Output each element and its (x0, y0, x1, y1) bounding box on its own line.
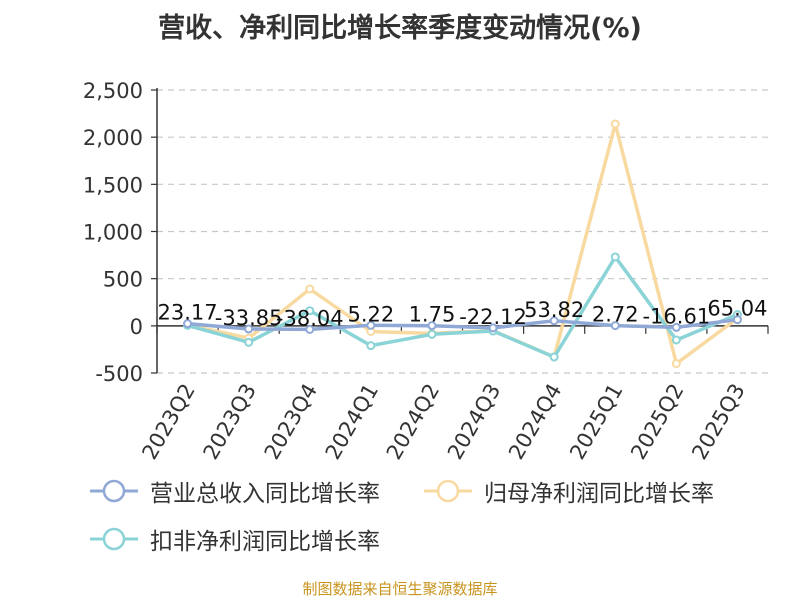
data-label: -22.12 (459, 305, 527, 329)
x-tick-label: 2023Q3 (199, 380, 261, 464)
x-tick-label: 2024Q2 (382, 380, 444, 464)
series-line (187, 317, 738, 332)
data-point (244, 324, 254, 334)
x-tick-label: 2025Q2 (626, 380, 688, 464)
data-label: -16.61 (642, 304, 710, 328)
data-label: 5.22 (347, 302, 394, 326)
data-point (671, 335, 681, 345)
data-point (427, 321, 437, 331)
data-point (671, 359, 681, 369)
x-tick-label: 2023Q2 (137, 380, 199, 464)
data-point (610, 119, 620, 129)
data-label: 1.75 (409, 303, 456, 327)
data-point (305, 306, 315, 316)
legend-label: 归母净利润同比增长率 (484, 481, 714, 507)
y-tick-label: 2,000 (83, 126, 143, 150)
series-lines (183, 119, 742, 369)
data-point (610, 252, 620, 262)
legend-item-deducted-profit[interactable]: 扣非净利润同比增长率 (88, 522, 380, 556)
y-tick-label: 1,500 (83, 173, 143, 197)
legend-label: 营业总收入同比增长率 (150, 481, 380, 507)
x-tick-label: 2023Q4 (260, 380, 322, 464)
data-point (732, 315, 742, 325)
x-tick-label: 2024Q4 (504, 380, 566, 464)
x-tick-label: 2024Q3 (443, 380, 505, 464)
data-point (366, 320, 376, 330)
data-label: -38.04 (276, 306, 344, 330)
series-line (187, 255, 739, 359)
chart-title: 营收、净利同比增长率季度变动情况(%) (158, 13, 642, 44)
data-point (549, 316, 559, 326)
data-point (305, 284, 315, 294)
data-point (488, 323, 498, 333)
y-tick-label: 1,000 (83, 221, 143, 245)
x-tick-label: 2025Q1 (565, 380, 627, 464)
legend-item-revenue[interactable]: 营业总收入同比增长率 (88, 474, 380, 508)
data-label: -33.85 (215, 306, 283, 330)
data-point (244, 337, 254, 347)
data-point (366, 341, 376, 351)
grid-lines (157, 89, 768, 374)
data-label: 23.17 (157, 301, 217, 325)
y-tick-label: -500 (95, 362, 143, 386)
legend-marker-icon (90, 479, 138, 503)
data-label: 2.72 (592, 303, 639, 327)
legend-marker-icon (424, 479, 472, 503)
x-tick-label: 2025Q3 (687, 380, 749, 464)
data-label: 65.04 (707, 297, 767, 321)
data-point (305, 324, 315, 334)
y-axis-ticks: -500 0 500 1,000 1,500 2,000 2,500 (83, 79, 157, 386)
y-tick-label: 2,500 (83, 79, 143, 103)
data-point (183, 319, 193, 329)
legend-marker-icon (90, 527, 138, 551)
x-tick-label: 2024Q1 (321, 380, 383, 464)
data-point (549, 352, 559, 362)
data-source-note: 制图数据来自恒生聚源数据库 (302, 580, 498, 598)
data-label: 53.82 (524, 298, 584, 322)
legend-label: 扣非净利润同比增长率 (150, 529, 380, 555)
y-tick-label: 0 (130, 315, 143, 339)
data-point (671, 322, 681, 332)
y-tick-label: 500 (103, 268, 143, 292)
data-point (610, 321, 620, 331)
legend-item-net-profit[interactable]: 归母净利润同比增长率 (422, 474, 714, 508)
data-point (427, 329, 437, 339)
